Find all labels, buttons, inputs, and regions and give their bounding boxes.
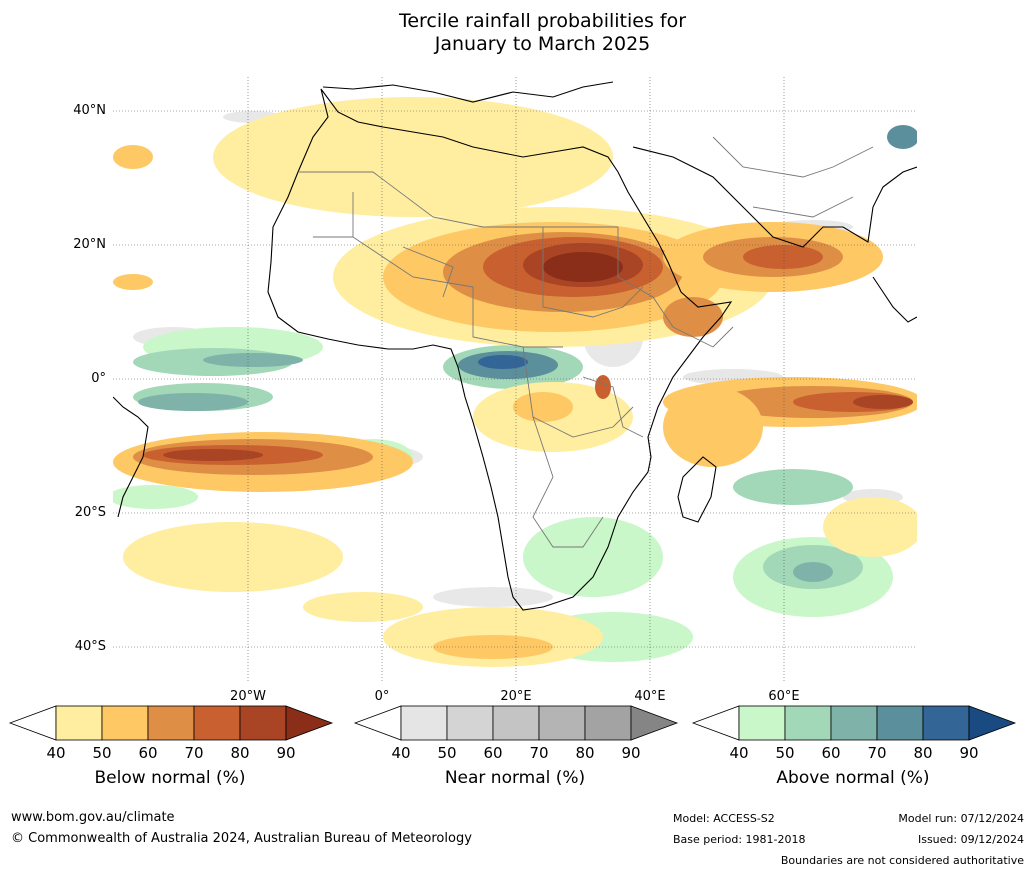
colorbar-svg — [353, 705, 679, 741]
colorbar-tick-label: 70 — [867, 744, 887, 762]
colorbar-segment — [239, 705, 287, 741]
colorbar-arrow-high — [285, 705, 334, 741]
graticule — [113, 77, 917, 681]
colorbar-segment — [830, 705, 878, 741]
below-normal-shading — [113, 97, 917, 667]
colorbar-segment — [492, 705, 540, 741]
map-title: Tercile rainfall probabilities for Janua… — [0, 10, 1035, 56]
colorbar-tick-label: 80 — [230, 744, 250, 762]
colorbar-below-normal — [8, 705, 334, 741]
colorbar-tick-label: 60 — [483, 744, 503, 762]
lon-label-0: 0° — [374, 689, 390, 704]
colorbar-tick-label: 80 — [913, 744, 933, 762]
title-line-2: January to March 2025 — [434, 33, 651, 55]
colorbar-segment — [584, 705, 632, 741]
colorbar-tick-label: 50 — [775, 744, 795, 762]
model-text: Model: ACCESS-S2 — [673, 812, 775, 825]
colorbar-label-near: Near normal (%) — [444, 768, 586, 788]
lon-label-20e: 20°E — [500, 689, 532, 704]
base-period-text: Base period: 1981-2018 — [673, 833, 806, 846]
colorbar-tick-label: 90 — [959, 744, 979, 762]
lat-label-20s: 20°S — [74, 505, 106, 520]
lat-label-0: 0° — [91, 371, 106, 386]
colorbar-arrow-high — [968, 705, 1017, 741]
colorbar-arrow-high — [630, 705, 679, 741]
lon-label-60e: 60°E — [768, 689, 800, 704]
colorbar-near-normal — [353, 705, 679, 741]
colorbar-tick-label: 40 — [391, 744, 411, 762]
colorbar-tick-label: 70 — [529, 744, 549, 762]
colorbar-tick-label: 70 — [184, 744, 204, 762]
disclaimer-text: Boundaries are not considered authoritat… — [780, 854, 1024, 867]
lat-label-40n: 40°N — [73, 103, 106, 118]
colorbar-tick-label: 40 — [729, 744, 749, 762]
lat-label-40s: 40°S — [74, 639, 106, 654]
colorbar-label-above: Above normal (%) — [776, 768, 930, 788]
colorbar-segment — [738, 705, 786, 741]
copyright-text: © Commonwealth of Australia 2024, Austra… — [11, 831, 472, 846]
model-run-text: Model run: 07/12/2024 — [898, 812, 1024, 825]
country-borders — [298, 136, 874, 548]
colorbar-segment — [193, 705, 241, 741]
colorbar-tick-label: 90 — [276, 744, 296, 762]
colorbar-tick-label: 60 — [138, 744, 158, 762]
colorbar-arrow-low — [8, 705, 57, 741]
colorbar-arrow-low — [353, 705, 402, 741]
lon-label-40e: 40°E — [634, 689, 666, 704]
map-svg — [113, 77, 917, 681]
issued-text: Issued: 09/12/2024 — [917, 833, 1024, 846]
colorbar-segment — [446, 705, 494, 741]
lat-label-20n: 20°N — [73, 237, 106, 252]
rainfall-probability-map — [113, 77, 917, 681]
colorbar-segment — [147, 705, 195, 741]
colorbar-segment — [55, 705, 103, 741]
colorbar-segment — [876, 705, 924, 741]
colorbar-segment — [101, 705, 149, 741]
colorbar-tick-label: 60 — [821, 744, 841, 762]
colorbar-arrow-low — [691, 705, 740, 741]
colorbar-segment — [784, 705, 832, 741]
colorbar-label-below: Below normal (%) — [94, 768, 246, 788]
lon-label-20w: 20°W — [230, 689, 266, 704]
colorbar-segment — [400, 705, 448, 741]
colorbar-above-normal — [691, 705, 1017, 741]
website-link[interactable]: www.bom.gov.au/climate — [11, 810, 175, 825]
coastlines — [113, 81, 917, 611]
colorbar-tick-label: 80 — [575, 744, 595, 762]
title-line-1: Tercile rainfall probabilities for — [398, 10, 687, 32]
colorbar-segment — [538, 705, 586, 741]
colorbar-segment — [922, 705, 970, 741]
colorbar-svg — [691, 705, 1017, 741]
colorbar-tick-label: 50 — [437, 744, 457, 762]
colorbar-tick-label: 50 — [92, 744, 112, 762]
colorbar-svg — [8, 705, 334, 741]
colorbar-tick-label: 40 — [46, 744, 66, 762]
colorbar-tick-label: 90 — [621, 744, 641, 762]
